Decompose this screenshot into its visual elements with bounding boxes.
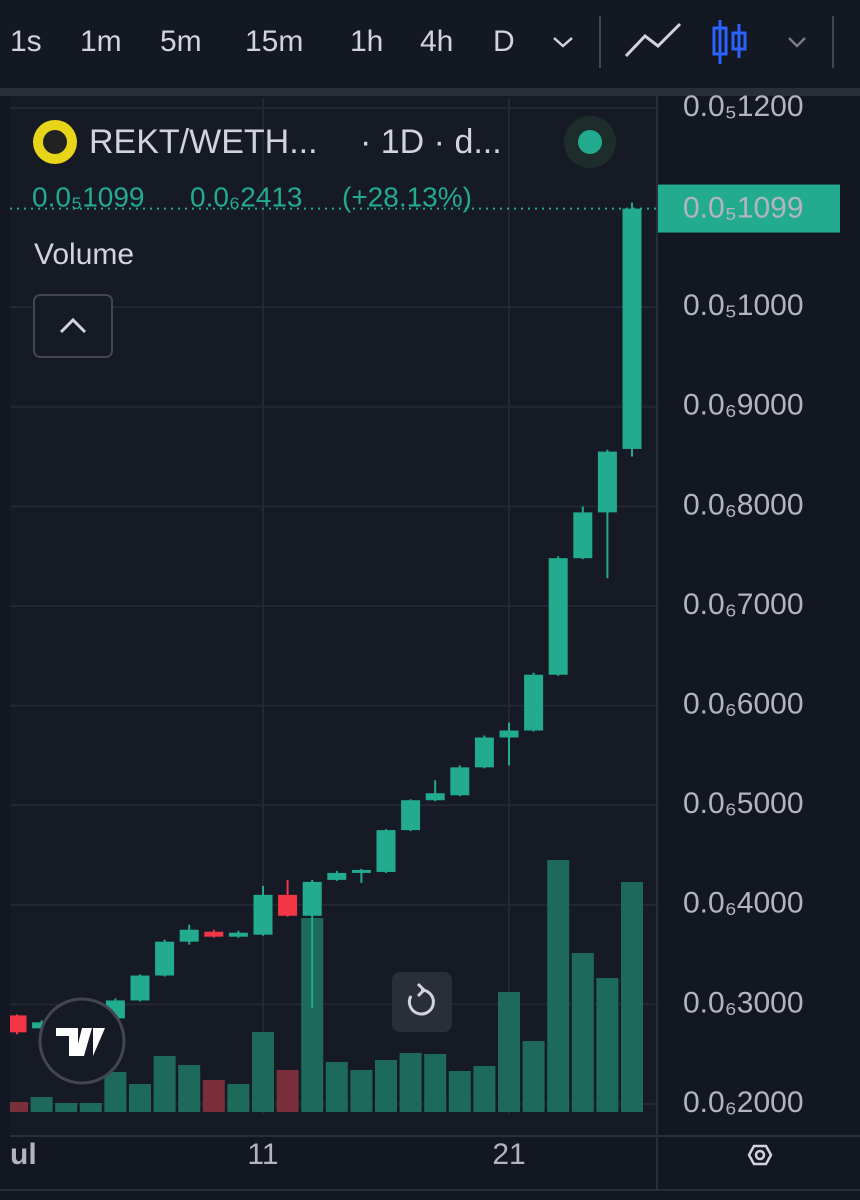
volume-bar [424, 1054, 447, 1112]
legend-change: 0.0₆2413 [190, 181, 303, 212]
symbol-interval[interactable]: · 1D · d... [360, 123, 502, 161]
last-price-label: 0.0₅1099 [683, 191, 804, 224]
candle-body [204, 931, 224, 937]
candle-body [155, 941, 175, 976]
line-chart-button[interactable] [624, 22, 682, 58]
interval-button[interactable]: 1s [10, 25, 42, 58]
candle-chart-button[interactable] [712, 20, 747, 64]
volume-bar [375, 1060, 397, 1112]
interval-dropdown[interactable] [553, 37, 573, 48]
candle-body [450, 767, 470, 796]
candle-body [228, 932, 248, 937]
candle-body [327, 872, 347, 880]
candle-body [302, 881, 322, 916]
volume-bar [621, 882, 643, 1112]
settings-button[interactable] [747, 1144, 773, 1166]
tradingview-logo-mark [56, 1028, 105, 1056]
symbol-name[interactable]: REKT/WETH... [89, 123, 318, 161]
volume-bar [596, 978, 619, 1112]
reset-icon [407, 988, 435, 1016]
volume-bar [178, 1065, 201, 1112]
x-tick-label: ul [10, 1138, 37, 1171]
indicator-name[interactable]: Volume [34, 238, 134, 271]
x-tick-label: 11 [247, 1138, 278, 1171]
candle-body [573, 512, 593, 559]
y-tick-label: 0.0₆7000 [683, 588, 804, 621]
volume-bar [571, 953, 594, 1112]
candle-body [597, 451, 617, 513]
legend-change-percent: (+28.13%) [342, 181, 472, 212]
candle-body [474, 737, 494, 768]
interval-button[interactable]: 5m [160, 25, 202, 58]
volume-bar [276, 1070, 299, 1112]
volume-bar [252, 1032, 274, 1112]
volume-bar [473, 1066, 496, 1112]
candle-body [524, 674, 544, 731]
toolbar-divider [0, 88, 860, 96]
y-tick-label: 0.0₆4000 [683, 887, 804, 920]
y-tick-label: 0.0₅1000 [683, 289, 804, 322]
interval-button[interactable]: D [493, 25, 515, 58]
volume-bar [350, 1070, 373, 1112]
y-tick-label: 0.0₅1200 [683, 90, 804, 123]
candle-body [278, 894, 298, 916]
candle-body [179, 929, 199, 942]
interval-button[interactable]: 1m [80, 25, 122, 58]
chart-type-dropdown[interactable] [788, 37, 806, 48]
y-tick-label: 0.0₆8000 [683, 488, 804, 521]
y-tick-label: 0.0₆6000 [683, 688, 804, 721]
volume-bar [30, 1097, 53, 1112]
candle-body [351, 869, 371, 873]
y-tick-label: 0.0₆3000 [683, 986, 804, 1019]
symbol-icon-detail [43, 130, 67, 154]
candle-body [425, 793, 445, 801]
volume-bar [325, 1062, 348, 1112]
settings-icon [754, 1149, 766, 1161]
candle-body [622, 208, 642, 449]
volume-bar [498, 992, 520, 1112]
volume-bar [522, 1041, 545, 1112]
last-price-box [658, 184, 840, 233]
candle-body [401, 800, 421, 831]
candle-body [376, 830, 396, 872]
y-tick-label: 0.0₆9000 [683, 389, 804, 422]
x-tick-label: 21 [492, 1138, 525, 1171]
volume-bar [153, 1056, 176, 1112]
volume-bar [399, 1053, 422, 1112]
candle-body [130, 975, 150, 1001]
y-tick-label: 0.0₆5000 [683, 787, 804, 820]
interval-button[interactable]: 15m [245, 25, 303, 58]
candle-body [548, 558, 568, 675]
volume-bar [301, 918, 324, 1112]
reset-icon-arrow [416, 982, 427, 998]
volume-bar [547, 860, 570, 1112]
volume-bar [10, 1102, 28, 1112]
interval-button[interactable]: 4h [420, 25, 453, 58]
volume-bar [202, 1080, 225, 1112]
reset-button[interactable] [392, 972, 452, 1032]
volume-bar [227, 1084, 250, 1112]
legend-close: 0.0₅1099 [32, 181, 145, 212]
candle-body [499, 730, 519, 738]
volume-bar [104, 1072, 127, 1112]
volume-bar [79, 1103, 102, 1112]
status-dot [578, 130, 602, 154]
candle-body [10, 1015, 27, 1033]
collapse-button[interactable] [33, 294, 113, 358]
volume-bar [129, 1084, 151, 1112]
candle-body [253, 894, 273, 935]
volume-bar [55, 1103, 78, 1112]
y-tick-label: 0.0₆2000 [683, 1086, 804, 1119]
interval-button[interactable]: 1h [350, 25, 383, 58]
volume-bar [448, 1071, 471, 1112]
collapse-icon [59, 317, 87, 334]
toolbar [0, 0, 860, 88]
